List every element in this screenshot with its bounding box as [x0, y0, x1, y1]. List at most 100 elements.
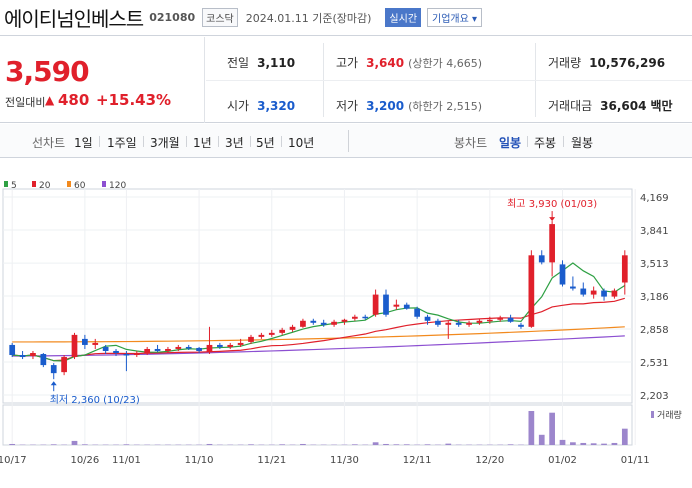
candle-body [155, 349, 161, 351]
tab-separator [281, 136, 282, 147]
candle-body [9, 345, 15, 355]
stat-label: 저가 [336, 99, 358, 113]
tab-separator [250, 136, 251, 147]
tab-5y[interactable]: 5년 [256, 134, 275, 151]
candle-body [383, 295, 389, 315]
divider [206, 80, 692, 81]
tab-1y[interactable]: 1년 [193, 134, 212, 151]
volume-bar [51, 444, 57, 445]
candle-body [394, 305, 400, 307]
quote-date: 2024.01.11 기준(장마감) [246, 10, 372, 26]
legend-swatch [32, 181, 36, 187]
volume-bar [445, 444, 451, 445]
candle-body [310, 321, 316, 323]
stat-label: 전일 [227, 56, 249, 70]
candle-body [51, 365, 57, 373]
candle-body [61, 357, 67, 372]
tab-separator [186, 136, 187, 147]
candle-body [342, 320, 348, 322]
candle-body [549, 224, 555, 262]
up-arrow-icon: ▲ [45, 93, 54, 107]
candle-body [186, 347, 192, 349]
candlestick-chart[interactable]: 4,1693,8413,5133,1862,8582,5312,20310/17… [0, 159, 692, 484]
tab-separator [99, 136, 100, 147]
legend-label: 60 [74, 181, 86, 191]
y-tick-label: 3,513 [640, 259, 669, 270]
realtime-button[interactable]: 실시간 [385, 8, 421, 27]
candle-body [72, 335, 78, 357]
x-tick-label: 12/20 [475, 455, 504, 466]
legend-swatch [102, 181, 106, 187]
candle-body [612, 291, 618, 297]
volume-bar [560, 440, 566, 445]
candle-body [217, 345, 223, 347]
high-arrow-head [549, 217, 555, 221]
tab-3m[interactable]: 3개월 [150, 134, 180, 151]
candle-chart-label: 봉차트 [454, 134, 487, 151]
stock-name: 에이티넘인베스트 [4, 3, 143, 32]
stat-sub: (상한가 4,665) [408, 57, 482, 70]
y-tick-label: 4,169 [640, 193, 669, 204]
volume-bar [404, 444, 410, 445]
x-tick-label: 10/26 [70, 455, 99, 466]
tab-weekly[interactable]: 주봉 [534, 134, 556, 151]
candle-body [165, 349, 171, 351]
tab-3y[interactable]: 3년 [225, 134, 244, 151]
volume-bar [425, 444, 431, 445]
candle-body [82, 339, 88, 345]
tab-group-divider [348, 130, 349, 152]
volume-panel-frame [3, 405, 632, 445]
volume-bar [622, 429, 628, 445]
candle-body [539, 255, 545, 262]
tab-1d[interactable]: 1일 [74, 134, 93, 151]
candle-body [144, 349, 150, 353]
candle-body [248, 337, 254, 342]
x-tick-label: 11/30 [330, 455, 359, 466]
legend-swatch [4, 181, 8, 187]
tab-monthly[interactable]: 월봉 [571, 134, 593, 151]
candle-body [113, 351, 119, 353]
tab-daily[interactable]: 일봉 [499, 134, 521, 151]
candle-body [331, 322, 337, 325]
x-tick-label: 11/10 [185, 455, 214, 466]
candle-body [456, 323, 462, 325]
candle-body [518, 325, 524, 327]
candle-body [300, 321, 306, 327]
tab-1w[interactable]: 1주일 [107, 134, 137, 151]
candle-body [497, 318, 503, 320]
candle-body [20, 355, 26, 357]
candle-body [487, 320, 493, 322]
y-tick-label: 2,203 [640, 391, 669, 402]
stat-value: 3,200 [366, 99, 404, 113]
y-tick-label: 2,531 [640, 358, 669, 369]
stat-unit: 백만 [650, 99, 672, 113]
tab-separator [218, 136, 219, 147]
change-label: 전일대비 [5, 94, 45, 110]
legend-label: 5 [11, 181, 17, 191]
volume-bar [9, 444, 15, 445]
tab-10y[interactable]: 10년 [288, 134, 314, 151]
x-tick-label: 10/17 [0, 455, 27, 466]
candle-body [570, 287, 576, 289]
volume-bar [248, 444, 254, 445]
volume-bar [279, 444, 285, 445]
legend-swatch [67, 181, 71, 187]
tab-separator [143, 136, 144, 147]
market-badge: 코스닥 [202, 8, 238, 27]
candle-body [466, 323, 472, 325]
high-annotation: 최고 3,930 (01/03) [507, 198, 597, 210]
company-info-dropdown[interactable]: 기업개요 ▾ [427, 8, 482, 27]
stat-value: 3,320 [257, 99, 295, 113]
stat-value: 3,110 [257, 56, 295, 70]
volume-bar [82, 444, 88, 445]
candle-body [30, 353, 36, 356]
candle-body [269, 333, 275, 335]
tab-separator [563, 136, 564, 147]
volume-legend-label: 거래량 [657, 409, 682, 421]
candle-body [175, 347, 181, 349]
